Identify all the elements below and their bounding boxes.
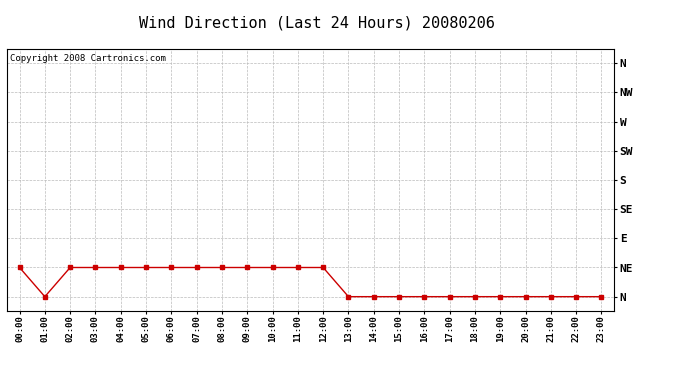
Text: Copyright 2008 Cartronics.com: Copyright 2008 Cartronics.com bbox=[10, 54, 166, 63]
Text: Wind Direction (Last 24 Hours) 20080206: Wind Direction (Last 24 Hours) 20080206 bbox=[139, 15, 495, 30]
